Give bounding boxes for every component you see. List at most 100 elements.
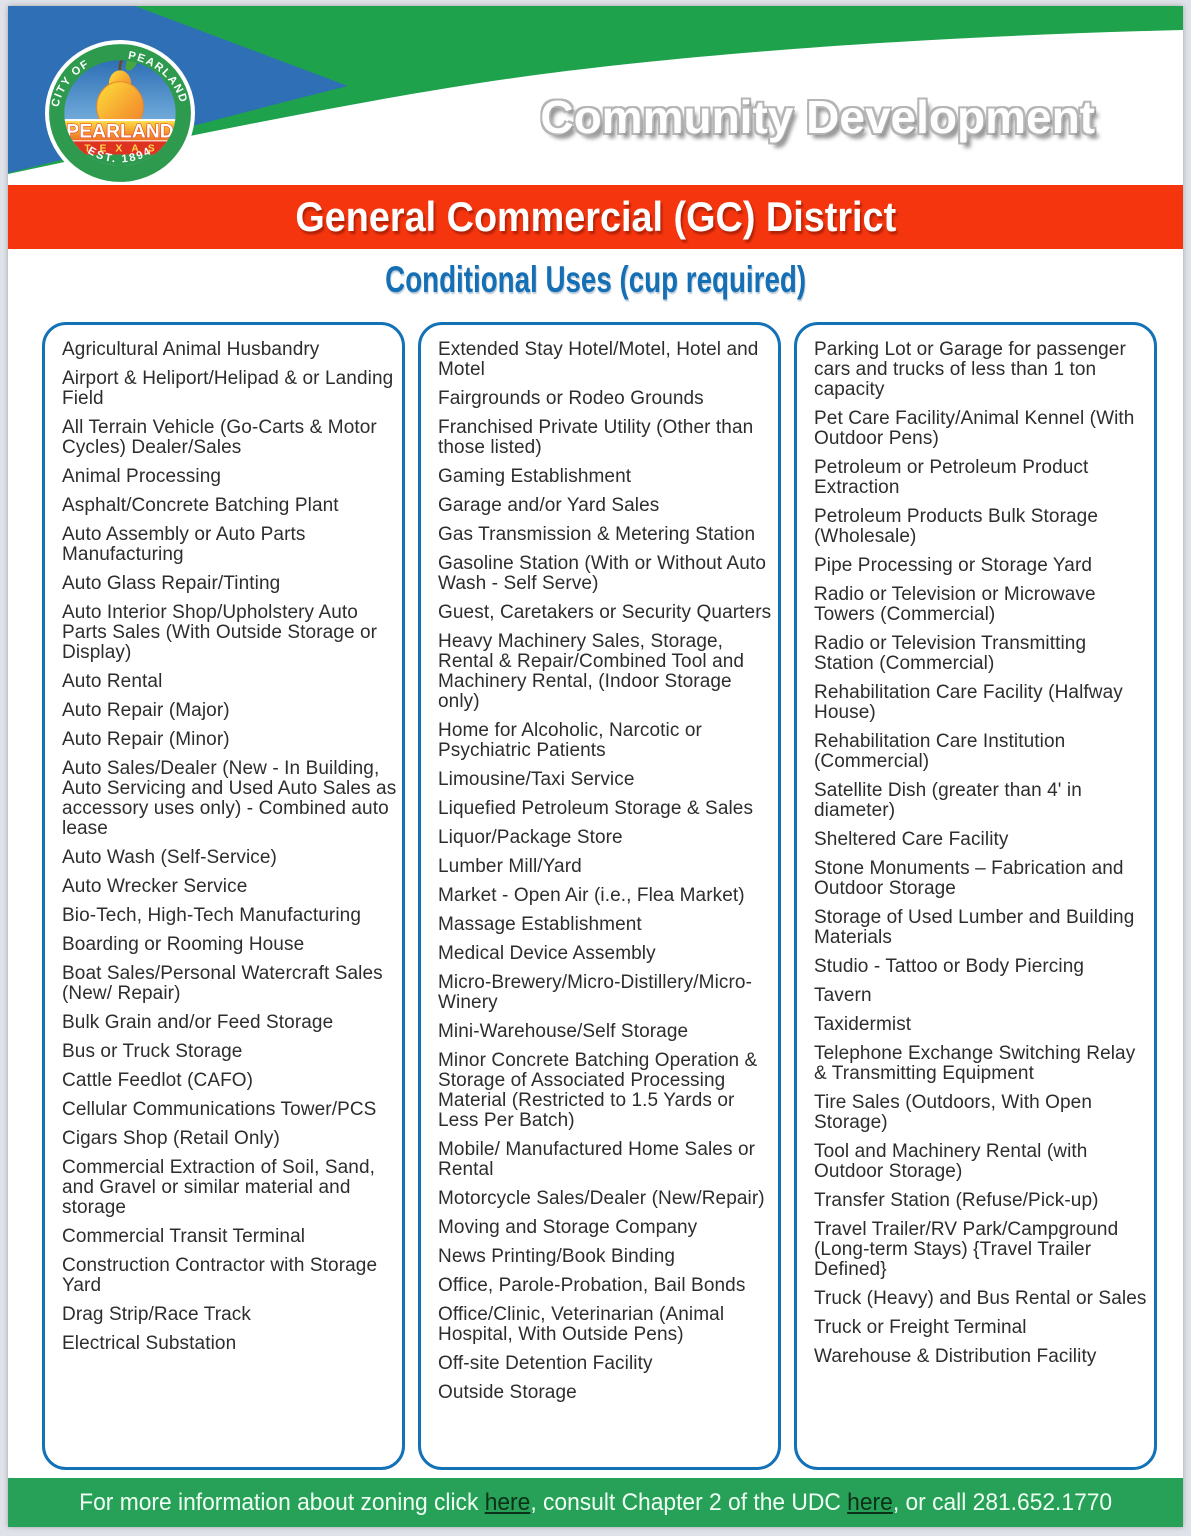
subtitle-row: Conditional Uses (cup required) — [8, 249, 1183, 322]
list-item: Commercial Extraction of Soil, Sand, and… — [62, 1157, 375, 1218]
list-item: Taxidermist — [814, 1014, 912, 1035]
list-item: Bulk Grain and/or Feed Storage — [62, 1012, 334, 1033]
list-item: Petroleum or Petroleum Product Extractio… — [814, 457, 1089, 498]
footer-link-here[interactable]: here — [847, 1488, 893, 1516]
list-item: Gaming Establishment — [438, 466, 632, 487]
list-item: Minor Concrete Batching Operation & Stor… — [438, 1050, 758, 1131]
list-item: Mobile/ Manufactured Home Sales or Renta… — [438, 1139, 756, 1180]
list-item: Rehabilitation Care Institution (Commerc… — [814, 731, 1066, 772]
uses-columns: Agricultural Animal Husbandry Airport & H… — [42, 322, 1157, 1470]
list-item: Agricultural Animal Husbandry — [62, 339, 320, 360]
column-box-1: Agricultural Animal Husbandry Airport & H… — [42, 322, 405, 1470]
green-swoosh-shape — [8, 6, 1183, 174]
list-item: Lumber Mill/Yard — [438, 856, 582, 877]
list-item: Auto Wrecker Service — [62, 876, 248, 897]
page-subtitle: Conditional Uses (cup required) — [385, 259, 806, 300]
list-item: Boarding or Rooming House — [62, 934, 305, 955]
list-item: Stone Monuments – Fabrication and Outdoo… — [814, 858, 1124, 899]
list-item: Fairgrounds or Rodeo Grounds — [438, 388, 704, 409]
list-item: Transfer Station (Refuse/Pick-up) — [814, 1190, 1099, 1211]
list-item: Drag Strip/Race Track — [62, 1304, 251, 1325]
list-item: Travel Trailer/RV Park/Campground (Long-… — [814, 1219, 1119, 1280]
list-item: Asphalt/Concrete Batching Plant — [62, 495, 339, 516]
list-item: Office, Parole-Probation, Bail Bonds — [438, 1275, 746, 1296]
list-item: Cattle Feedlot (CAFO) — [62, 1070, 254, 1091]
list-item: Commercial Transit Terminal — [62, 1226, 306, 1247]
list-item: Studio - Tattoo or Body Piercing — [814, 956, 1085, 977]
list-item: Extended Stay Hotel/Motel, Hotel and Mot… — [438, 339, 759, 380]
logo-texas-text: TEXAS — [84, 143, 163, 154]
list-item: Massage Establishment — [438, 914, 642, 935]
footer-text-segment: , consult Chapter 2 of the UDC — [530, 1488, 848, 1516]
list-item: Truck or Freight Terminal — [814, 1317, 1027, 1338]
list-item: Liquor/Package Store — [438, 827, 623, 848]
list-item: Gas Transmission & Metering Station — [438, 524, 756, 545]
list-item: Mini-Warehouse/Self Storage — [438, 1021, 689, 1042]
list-item: Motorcycle Sales/Dealer (New/Repair) — [438, 1188, 765, 1209]
list-item: Franchised Private Utility (Other than t… — [438, 417, 754, 458]
list-item: Animal Processing — [62, 466, 222, 487]
footer-text-segment: , or call 281.652.1770 — [892, 1488, 1112, 1516]
list-item: Electrical Substation — [62, 1333, 237, 1354]
list-item: Auto Repair (Minor) — [62, 729, 230, 750]
list-item: Auto Interior Shop/Upholstery Auto Parts… — [62, 602, 378, 663]
list-item: Radio or Television or Microwave Towers … — [814, 584, 1096, 625]
footer-text-segment: For more information about zoning click — [79, 1488, 485, 1516]
list-item: Bus or Truck Storage — [62, 1041, 243, 1062]
list-item: Pipe Processing or Storage Yard — [814, 555, 1093, 576]
list-item: Auto Wash (Self-Service) — [62, 847, 277, 868]
list-item: Radio or Television Transmitting Station… — [814, 633, 1087, 674]
list-item: Garage and/or Yard Sales — [438, 495, 660, 516]
list-item: Home for Alcoholic, Narcotic or Psychiat… — [438, 720, 702, 761]
list-item: Cigars Shop (Retail Only) — [62, 1128, 280, 1149]
list-item: Auto Assembly or Auto Parts Manufacturin… — [62, 524, 306, 565]
list-item: News Printing/Book Binding — [438, 1246, 676, 1267]
list-item: Gasoline Station (With or Without Auto W… — [438, 553, 767, 594]
list-item: Boat Sales/Personal Watercraft Sales (Ne… — [62, 963, 383, 1004]
list-item: Warehouse & Distribution Facility — [814, 1346, 1097, 1367]
list-item: Liquefied Petroleum Storage & Sales — [438, 798, 754, 819]
list-item: Airport & Heliport/Helipad & or Landing … — [62, 368, 394, 409]
list-item: Office/Clinic, Veterinarian (Animal Hosp… — [438, 1304, 725, 1345]
list-item: Auto Rental — [62, 671, 163, 692]
logo-name-text: PEARLAND — [66, 121, 174, 142]
column-box-3: Parking Lot or Garage for passenger cars… — [794, 322, 1157, 1470]
list-item: Storage of Used Lumber and Building Mate… — [814, 907, 1135, 948]
list-item: Limousine/Taxi Service — [438, 769, 635, 790]
list-item: Construction Contractor with Storage Yar… — [62, 1255, 378, 1296]
footer-text: For more information about zoning click … — [79, 1489, 1112, 1517]
footer-link-here[interactable]: here — [484, 1488, 531, 1516]
list-item: Truck (Heavy) and Bus Rental or Sales — [814, 1288, 1147, 1309]
list-item: Guest, Caretakers or Security Quarters — [438, 602, 772, 623]
logo-texas-band — [66, 141, 174, 155]
list-item: Parking Lot or Garage for passenger cars… — [814, 339, 1126, 400]
list-item: Telephone Exchange Switching Relay & Tra… — [814, 1043, 1136, 1084]
page-header: PEARLAND TEXAS CITY OF PEARLAND EST. 189… — [8, 6, 1183, 186]
list-item: Tavern — [814, 985, 872, 1006]
list-item: Tire Sales (Outdoors, With Open Storage) — [814, 1092, 1092, 1133]
list-item: Tool and Machinery Rental (with Outdoor … — [814, 1141, 1088, 1182]
list-item: Satellite Dish (greater than 4' in diame… — [814, 780, 1082, 821]
list-item: All Terrain Vehicle (Go-Carts & Motor Cy… — [62, 417, 377, 458]
pearland-city-logo: PEARLAND TEXAS CITY OF PEARLAND EST. 189… — [45, 40, 195, 186]
list-item: Sheltered Care Facility — [814, 829, 1009, 850]
list-item: Off-site Detention Facility — [438, 1353, 653, 1374]
district-banner: General Commercial (GC) District — [8, 185, 1183, 249]
list-item: Outside Storage — [438, 1382, 577, 1403]
list-item: Auto Repair (Major) — [62, 700, 230, 721]
district-title: General Commercial (GC) District — [295, 193, 896, 240]
list-item: Petroleum Products Bulk Storage (Wholesa… — [814, 506, 1099, 547]
list-item: Auto Sales/Dealer (New - In Building, Au… — [62, 758, 397, 839]
list-item: Auto Glass Repair/Tinting — [62, 573, 281, 594]
list-item: Heavy Machinery Sales, Storage, Rental &… — [438, 631, 745, 712]
column-box-2: Extended Stay Hotel/Motel, Hotel and Mot… — [418, 322, 781, 1470]
list-item: Medical Device Assembly — [438, 943, 656, 964]
list-item: Pet Care Facility/Animal Kennel (With Ou… — [814, 408, 1135, 449]
list-item: Moving and Storage Company — [438, 1217, 698, 1238]
list-item: Market - Open Air (i.e., Flea Market) — [438, 885, 745, 906]
list-item: Rehabilitation Care Facility (Halfway Ho… — [814, 682, 1123, 723]
list-item: Micro-Brewery/Micro-Distillery/Micro-Win… — [438, 972, 753, 1013]
document-page: PEARLAND TEXAS CITY OF PEARLAND EST. 189… — [8, 6, 1183, 1527]
footer-bar: For more information about zoning click … — [8, 1478, 1183, 1527]
